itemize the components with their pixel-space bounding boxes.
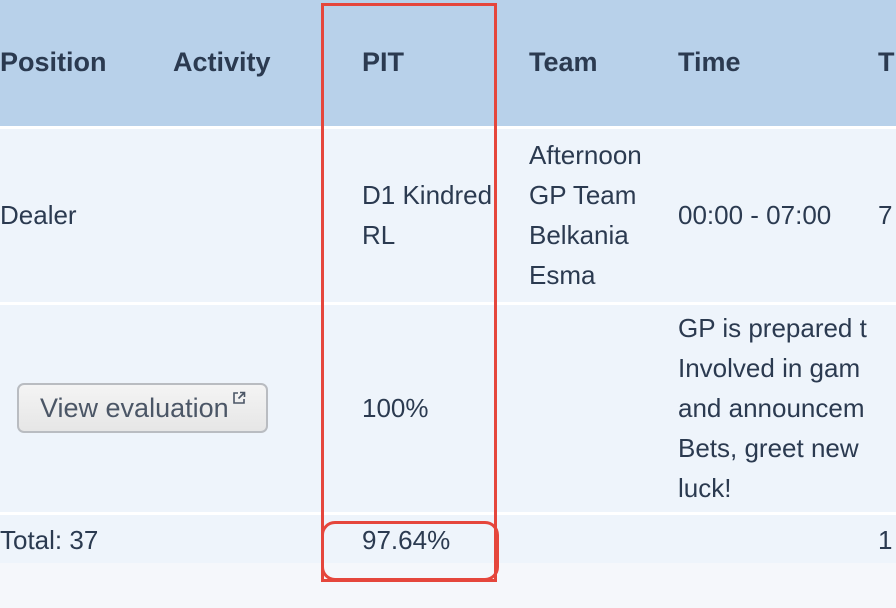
team-line: Esma [529,260,596,290]
comment-line: GP is prepared t [678,313,867,343]
comment-line: Involved in gam [678,353,861,383]
external-link-icon [232,391,245,404]
column-header-time[interactable]: Time [678,47,741,78]
total-label: Total: 37 [0,513,335,563]
cell-team: Afternoon GP Team Belkania Esma [529,127,678,303]
column-header-extra[interactable]: T [878,47,895,78]
pit-line: D1 Kindred [362,180,493,210]
view-evaluation-button[interactable]: View evaluation [17,383,268,433]
cell-evaluation-action: View evaluation [0,303,335,513]
cell-activity [173,127,335,303]
cell-team-empty [529,303,678,513]
column-header-team[interactable]: Team [529,47,598,78]
comment-line: Bets, greet new [678,433,859,463]
column-header-pit[interactable]: PIT [362,47,405,78]
cell-comment: GP is prepared t Involved in gam and ann… [678,303,896,513]
table-header-row: Position Activity PIT Team Time T [0,0,896,127]
table-total-row: Total: 37 97.64% 1 [0,513,896,563]
cell-extra: 7 [878,127,896,303]
pit-line: RL [362,220,396,250]
comment-line: and announcem [678,393,865,423]
table-row: View evaluation 100% GP is prepared t In… [0,303,896,513]
team-line: GP Team [529,180,637,210]
cell-pit: D1 Kindred RL [335,127,529,303]
column-header-activity[interactable]: Activity [173,47,271,78]
total-extra: 1 [878,513,896,563]
cell-time: 00:00 - 07:00 [678,127,878,303]
column-header-position[interactable]: Position [0,47,107,78]
total-team-empty [529,513,678,563]
team-line: Afternoon [529,140,642,170]
table-row: Dealer D1 Kindred RL Afternoon GP Team B… [0,127,896,303]
cell-position: Dealer [0,127,173,303]
view-evaluation-label: View evaluation [40,392,229,423]
evaluation-table: Position Activity PIT Team Time T Dealer… [0,0,896,563]
comment-line: luck! [678,473,732,503]
team-line: Belkania [529,220,629,250]
total-time-empty [678,513,878,563]
total-pit-score: 97.64% [335,513,529,563]
cell-pit-score: 100% [335,303,529,513]
